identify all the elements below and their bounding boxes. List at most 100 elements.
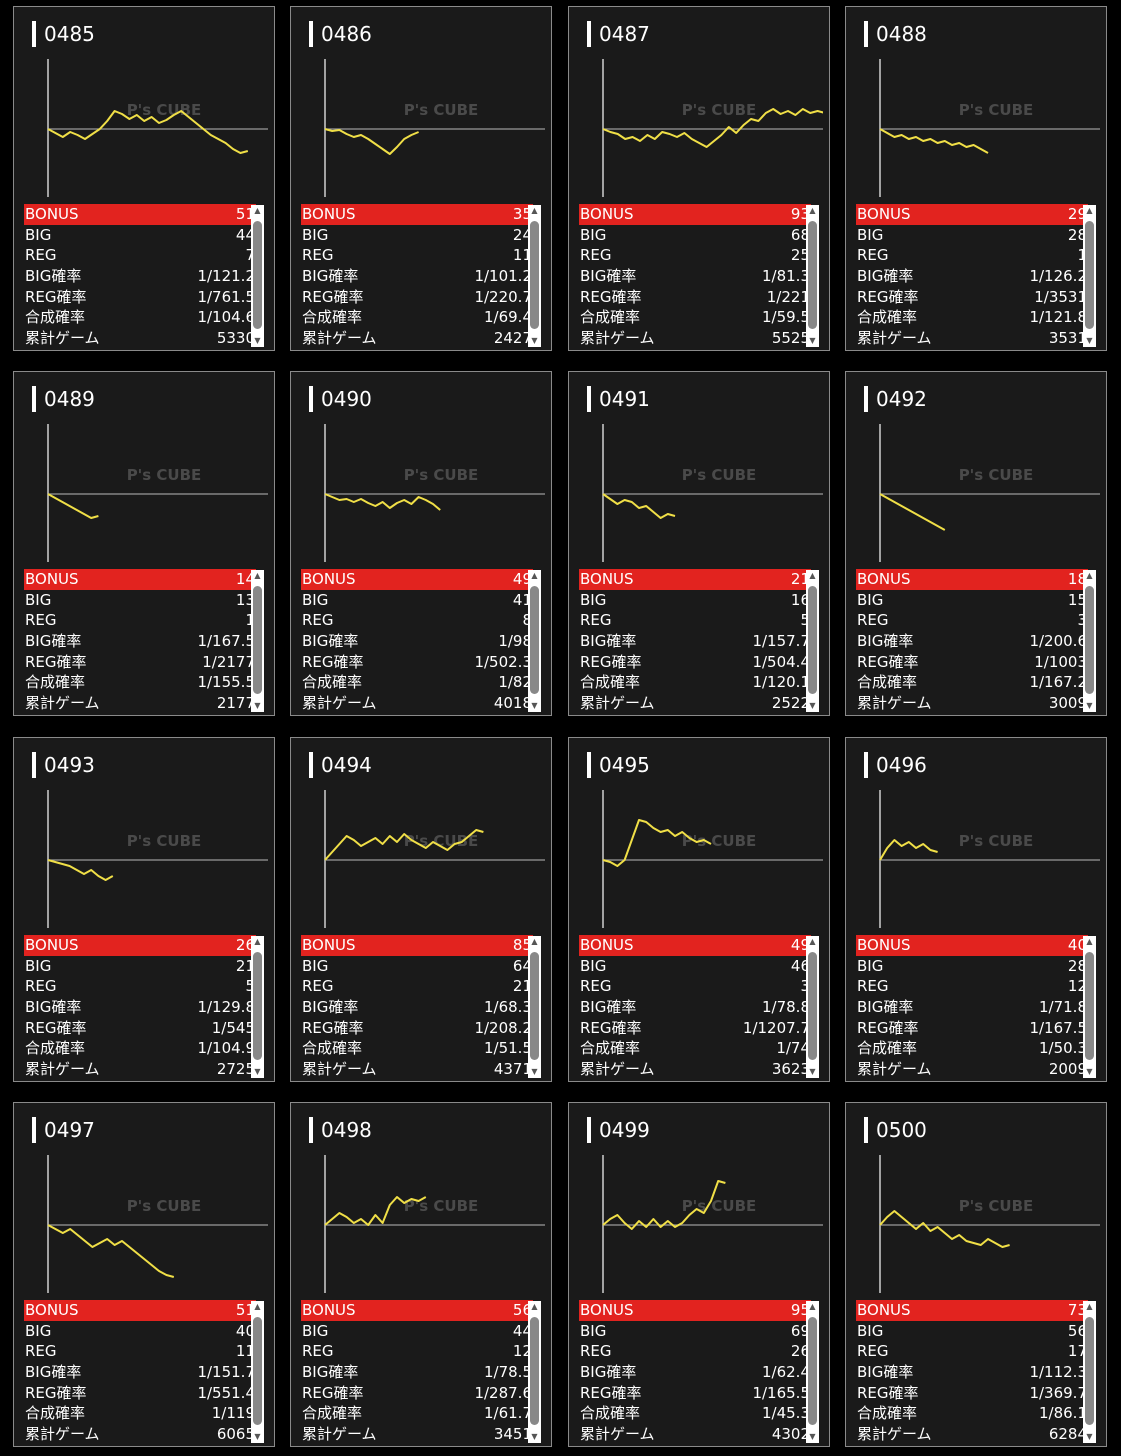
machine-card[interactable]: 0486 P's CUBE BONUS 35 BIG 24 REG 11 BIG確率 1… <box>290 6 552 351</box>
machine-number[interactable]: 0500 <box>864 1117 927 1143</box>
scroll-down-icon[interactable]: ▼ <box>1086 1432 1093 1441</box>
scroll-down-icon[interactable]: ▼ <box>531 1432 538 1441</box>
scroll-up-icon[interactable]: ▲ <box>1086 1302 1093 1311</box>
scroll-up-icon[interactable]: ▲ <box>809 571 816 580</box>
machine-card[interactable]: 0494 P's CUBE BONUS 85 BIG 64 REG 21 BIG確率 1… <box>290 737 552 1082</box>
stats-scrollbar[interactable]: ▲ ▼ <box>806 936 819 1078</box>
stats-scrollbar[interactable]: ▲ ▼ <box>251 936 264 1078</box>
machine-number[interactable]: 0492 <box>864 386 927 412</box>
scroll-up-icon[interactable]: ▲ <box>1086 937 1093 946</box>
machine-card[interactable]: 0496 P's CUBE BONUS 40 BIG 28 REG 12 BIG確率 1… <box>845 737 1107 1082</box>
scroll-up-icon[interactable]: ▲ <box>531 571 538 580</box>
scroll-down-icon[interactable]: ▼ <box>809 1067 816 1076</box>
scroll-thumb[interactable] <box>530 586 539 694</box>
machine-card[interactable]: 0500 P's CUBE BONUS 73 BIG 56 REG 17 BIG確率 1… <box>845 1102 1107 1447</box>
scroll-down-icon[interactable]: ▼ <box>254 336 261 345</box>
scroll-up-icon[interactable]: ▲ <box>1086 571 1093 580</box>
machine-card[interactable]: 0499 P's CUBE BONUS 95 BIG 69 REG 26 BIG確率 1… <box>568 1102 830 1447</box>
stats-scrollbar[interactable]: ▲ ▼ <box>251 570 264 712</box>
scroll-thumb[interactable] <box>530 1317 539 1425</box>
scroll-down-icon[interactable]: ▼ <box>254 1067 261 1076</box>
scroll-up-icon[interactable]: ▲ <box>254 1302 261 1311</box>
machine-number[interactable]: 0488 <box>864 21 927 47</box>
scroll-down-icon[interactable]: ▼ <box>254 701 261 710</box>
scroll-thumb[interactable] <box>808 1317 817 1425</box>
machine-card[interactable]: 0491 P's CUBE BONUS 21 BIG 16 REG 5 BIG確率 1/… <box>568 371 830 716</box>
stats-scrollbar[interactable]: ▲ ▼ <box>806 205 819 347</box>
scroll-thumb[interactable] <box>1085 221 1094 329</box>
machine-card[interactable]: 0497 P's CUBE BONUS 51 BIG 40 REG 11 BIG確率 1… <box>13 1102 275 1447</box>
stats-scrollbar[interactable]: ▲ ▼ <box>528 570 541 712</box>
scroll-thumb[interactable] <box>253 952 262 1060</box>
machine-card[interactable]: 0495 P's CUBE BONUS 49 BIG 46 REG 3 BIG確率 1/… <box>568 737 830 1082</box>
machine-number[interactable]: 0486 <box>309 21 372 47</box>
machine-number[interactable]: 0493 <box>32 752 95 778</box>
stats-scrollbar[interactable]: ▲ ▼ <box>528 1301 541 1443</box>
scroll-down-icon[interactable]: ▼ <box>1086 701 1093 710</box>
machine-card[interactable]: 0492 P's CUBE BONUS 18 BIG 15 REG 3 BIG確率 1/… <box>845 371 1107 716</box>
machine-card[interactable]: 0498 P's CUBE BONUS 56 BIG 44 REG 12 BIG確率 1… <box>290 1102 552 1447</box>
scroll-thumb[interactable] <box>530 952 539 1060</box>
machine-card[interactable]: 0485 P's CUBE BONUS 51 BIG 44 REG 7 BIG確率 1/… <box>13 6 275 351</box>
scroll-thumb[interactable] <box>1085 586 1094 694</box>
scroll-up-icon[interactable]: ▲ <box>809 937 816 946</box>
scroll-thumb[interactable] <box>530 221 539 329</box>
stats-scrollbar[interactable]: ▲ ▼ <box>1083 936 1096 1078</box>
machine-number[interactable]: 0496 <box>864 752 927 778</box>
scroll-thumb[interactable] <box>253 221 262 329</box>
stats-scrollbar[interactable]: ▲ ▼ <box>806 570 819 712</box>
scroll-thumb[interactable] <box>808 586 817 694</box>
stats-scrollbar[interactable]: ▲ ▼ <box>251 1301 264 1443</box>
machine-number[interactable]: 0489 <box>32 386 95 412</box>
scroll-up-icon[interactable]: ▲ <box>531 937 538 946</box>
stats-scrollbar[interactable]: ▲ ▼ <box>251 205 264 347</box>
scroll-up-icon[interactable]: ▲ <box>254 937 261 946</box>
scroll-up-icon[interactable]: ▲ <box>809 206 816 215</box>
stats-scrollbar[interactable]: ▲ ▼ <box>1083 205 1096 347</box>
scroll-down-icon[interactable]: ▼ <box>531 701 538 710</box>
combined-rate-row: 合成確率 1/86.1 <box>856 1403 1088 1424</box>
scroll-up-icon[interactable]: ▲ <box>531 1302 538 1311</box>
machine-number[interactable]: 0485 <box>32 21 95 47</box>
scroll-down-icon[interactable]: ▼ <box>1086 1067 1093 1076</box>
scroll-thumb[interactable] <box>808 221 817 329</box>
scroll-thumb[interactable] <box>253 1317 262 1425</box>
reg-row: REG 17 <box>856 1341 1088 1362</box>
total-games-label: 累計ゲーム <box>857 1425 932 1444</box>
machine-number[interactable]: 0491 <box>587 386 650 412</box>
scroll-down-icon[interactable]: ▼ <box>531 1067 538 1076</box>
scroll-down-icon[interactable]: ▼ <box>254 1432 261 1441</box>
machine-card[interactable]: 0488 P's CUBE BONUS 29 BIG 28 REG 1 BIG確率 1/… <box>845 6 1107 351</box>
machine-number[interactable]: 0494 <box>309 752 372 778</box>
machine-number[interactable]: 0499 <box>587 1117 650 1143</box>
scroll-thumb[interactable] <box>253 586 262 694</box>
scroll-up-icon[interactable]: ▲ <box>1086 206 1093 215</box>
machine-number[interactable]: 0498 <box>309 1117 372 1143</box>
stats-scrollbar[interactable]: ▲ ▼ <box>528 936 541 1078</box>
stats-scrollbar[interactable]: ▲ ▼ <box>528 205 541 347</box>
machine-number[interactable]: 0487 <box>587 21 650 47</box>
scroll-down-icon[interactable]: ▼ <box>809 701 816 710</box>
stats-scrollbar[interactable]: ▲ ▼ <box>1083 570 1096 712</box>
machine-card[interactable]: 0489 P's CUBE BONUS 14 BIG 13 REG 1 BIG確率 1/… <box>13 371 275 716</box>
scroll-up-icon[interactable]: ▲ <box>531 206 538 215</box>
scroll-down-icon[interactable]: ▼ <box>809 1432 816 1441</box>
scroll-up-icon[interactable]: ▲ <box>254 571 261 580</box>
scroll-up-icon[interactable]: ▲ <box>809 1302 816 1311</box>
reg-label: REG <box>302 1342 334 1361</box>
stats-scrollbar[interactable]: ▲ ▼ <box>806 1301 819 1443</box>
scroll-thumb[interactable] <box>1085 1317 1094 1425</box>
scroll-up-icon[interactable]: ▲ <box>254 206 261 215</box>
machine-card[interactable]: 0493 P's CUBE BONUS 26 BIG 21 REG 5 BIG確率 1/… <box>13 737 275 1082</box>
stats-scrollbar[interactable]: ▲ ▼ <box>1083 1301 1096 1443</box>
scroll-down-icon[interactable]: ▼ <box>531 336 538 345</box>
scroll-thumb[interactable] <box>1085 952 1094 1060</box>
machine-number[interactable]: 0497 <box>32 1117 95 1143</box>
scroll-down-icon[interactable]: ▼ <box>809 336 816 345</box>
machine-card[interactable]: 0490 P's CUBE BONUS 49 BIG 41 REG 8 BIG確率 1/… <box>290 371 552 716</box>
scroll-thumb[interactable] <box>808 952 817 1060</box>
scroll-down-icon[interactable]: ▼ <box>1086 336 1093 345</box>
machine-number[interactable]: 0490 <box>309 386 372 412</box>
machine-number[interactable]: 0495 <box>587 752 650 778</box>
machine-card[interactable]: 0487 P's CUBE BONUS 93 BIG 68 REG 25 BIG確率 1… <box>568 6 830 351</box>
